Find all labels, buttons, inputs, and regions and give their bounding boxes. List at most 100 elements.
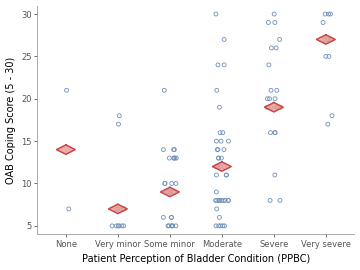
Point — [277, 105, 283, 109]
Point — [275, 105, 281, 109]
Polygon shape — [212, 162, 231, 171]
Point — [168, 215, 174, 220]
Point — [215, 164, 221, 169]
Point — [166, 156, 172, 160]
Point — [328, 12, 333, 16]
Point — [226, 139, 231, 143]
Point — [321, 37, 327, 42]
Point — [273, 105, 279, 109]
Point — [274, 105, 280, 109]
Point — [272, 130, 278, 135]
Point — [167, 190, 173, 194]
Point — [221, 63, 227, 67]
Point — [117, 207, 123, 211]
Point — [66, 207, 72, 211]
Point — [162, 181, 168, 186]
Point — [273, 46, 279, 50]
Point — [171, 147, 177, 152]
Point — [174, 156, 179, 160]
Point — [213, 173, 219, 177]
Point — [217, 130, 223, 135]
Point — [219, 198, 224, 202]
Point — [216, 105, 222, 109]
Point — [267, 97, 273, 101]
Point — [213, 198, 219, 202]
Point — [171, 190, 176, 194]
Point — [214, 164, 220, 169]
Point — [274, 88, 280, 92]
Point — [166, 190, 172, 194]
Point — [213, 224, 219, 228]
Point — [265, 97, 270, 101]
Point — [214, 88, 220, 92]
Point — [271, 12, 277, 16]
Point — [64, 88, 69, 92]
Point — [214, 198, 220, 202]
Point — [216, 198, 222, 202]
Point — [267, 198, 273, 202]
X-axis label: Patient Perception of Bladder Condition (PPBC): Patient Perception of Bladder Condition … — [82, 254, 310, 264]
Point — [265, 20, 271, 25]
Point — [216, 156, 221, 160]
Point — [170, 224, 175, 228]
Point — [272, 97, 278, 101]
Point — [272, 20, 278, 25]
Point — [171, 147, 176, 152]
Point — [325, 122, 331, 126]
Point — [113, 224, 119, 228]
Point — [215, 63, 221, 67]
Point — [327, 37, 333, 42]
Point — [220, 224, 226, 228]
Point — [328, 37, 334, 42]
Point — [269, 46, 274, 50]
Point — [326, 12, 332, 16]
Point — [264, 105, 270, 109]
Point — [213, 139, 219, 143]
Y-axis label: OAB Coping Score (5 - 30): OAB Coping Score (5 - 30) — [5, 56, 15, 184]
Point — [222, 224, 228, 228]
Point — [221, 164, 227, 169]
Point — [272, 173, 278, 177]
Point — [217, 164, 223, 169]
Point — [114, 207, 120, 211]
Point — [214, 164, 220, 169]
Polygon shape — [161, 187, 179, 197]
Point — [223, 173, 229, 177]
Point — [224, 173, 229, 177]
Point — [277, 37, 283, 42]
Point — [325, 37, 331, 42]
Point — [218, 224, 224, 228]
Point — [173, 224, 179, 228]
Point — [214, 164, 220, 169]
Point — [171, 156, 177, 160]
Point — [116, 224, 121, 228]
Point — [170, 224, 175, 228]
Point — [220, 198, 226, 202]
Point — [272, 130, 278, 135]
Point — [173, 181, 179, 186]
Point — [114, 207, 120, 211]
Point — [169, 181, 175, 186]
Polygon shape — [265, 103, 283, 112]
Point — [216, 156, 221, 160]
Point — [329, 114, 335, 118]
Point — [121, 207, 127, 211]
Point — [225, 198, 231, 202]
Point — [214, 207, 220, 211]
Point — [218, 139, 224, 143]
Polygon shape — [316, 35, 335, 44]
Point — [216, 198, 222, 202]
Point — [166, 190, 172, 194]
Point — [220, 130, 226, 135]
Point — [268, 88, 274, 92]
Point — [121, 224, 126, 228]
Point — [161, 147, 166, 152]
Point — [320, 20, 326, 25]
Point — [161, 215, 166, 220]
Point — [166, 224, 172, 228]
Point — [116, 224, 122, 228]
Point — [168, 215, 174, 220]
Point — [328, 37, 334, 42]
Point — [268, 105, 274, 109]
Polygon shape — [108, 204, 127, 214]
